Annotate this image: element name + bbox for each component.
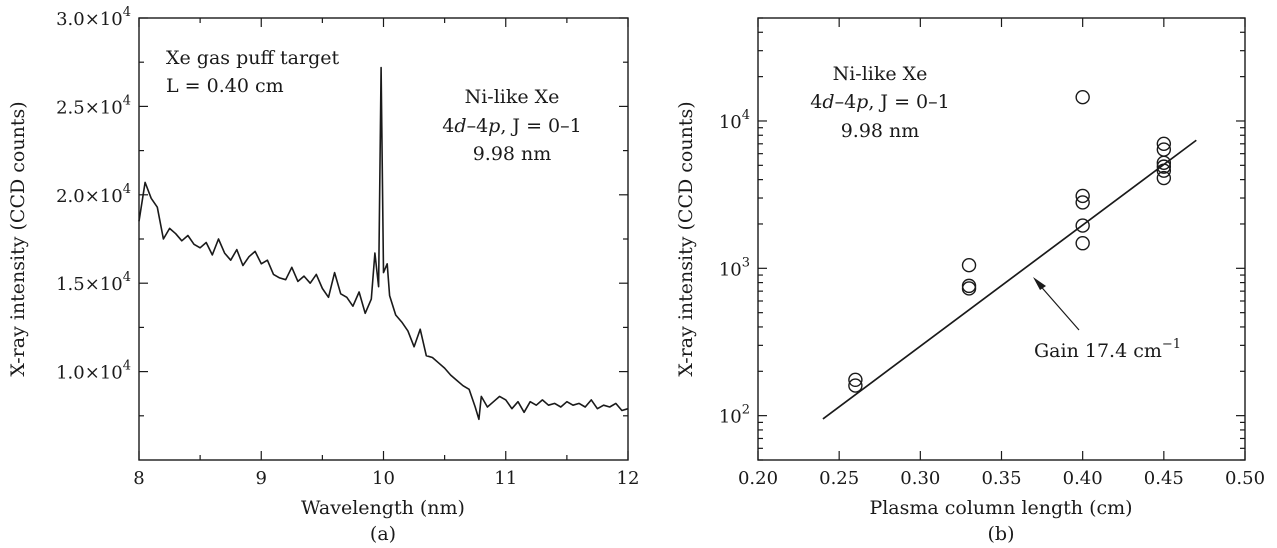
- y-tick-label: 102: [719, 403, 750, 428]
- data-point: [848, 372, 863, 388]
- data-point: [848, 378, 863, 393]
- panel-a-x-ticks: 8 9 10 11 12: [133, 18, 639, 489]
- panel-b: 0.20 0.25 0.30 0.35 0.40 0.45 0.50 102 103 104 N…: [675, 17, 1265, 545]
- y-tick-label: 1.0×104: [56, 359, 131, 384]
- y-tick-label: 1.5×104: [56, 270, 131, 295]
- x-axis-label-b: Plasma column length (cm): [869, 497, 1132, 519]
- annotation-transition-b: 4d–4p, J = 0–1: [810, 91, 949, 113]
- x-tick-label: 0.25: [819, 468, 859, 489]
- x-tick-label: 12: [617, 468, 640, 489]
- data-point: [1156, 159, 1172, 174]
- annotation-ion-a: Ni-like Xe: [465, 86, 560, 108]
- panel-a: 8 9 10 11 12 1.0×104 1.5×104 2.0×104 2.5×104 3.0…: [7, 5, 639, 545]
- data-point: [1075, 195, 1090, 210]
- annotation-wavelength-a: 9.98 nm: [473, 143, 552, 165]
- panel-b-y-ticks: 102 103 104: [719, 17, 1245, 461]
- data-point: [1075, 218, 1090, 233]
- panel-label-b: (b): [988, 523, 1015, 545]
- data-point: [961, 281, 977, 296]
- data-points: [848, 90, 1172, 393]
- data-point: [1156, 136, 1172, 152]
- annotation-target-line2: L = 0.40 cm: [166, 75, 284, 97]
- y-axis-label-b: X-ray intensity (CCD counts): [675, 101, 697, 376]
- x-tick-label: 0.20: [738, 468, 778, 489]
- x-tick-label: 0.35: [981, 468, 1021, 489]
- x-tick-label: 8: [133, 468, 144, 489]
- gain-arrow: [1036, 281, 1080, 331]
- x-tick-label: 10: [372, 468, 395, 489]
- x-tick-label: 0.30: [900, 468, 940, 489]
- annotation-ion-b: Ni-like Xe: [833, 63, 928, 85]
- data-point: [1156, 155, 1172, 171]
- data-point: [961, 257, 977, 273]
- panel-label-a: (a): [370, 523, 396, 545]
- annotation-target-line1: Xe gas puff target: [166, 47, 339, 69]
- annotation-gain: Gain 17.4 cm−1: [1034, 337, 1181, 362]
- fit-line: [822, 139, 1197, 420]
- gain-arrow-head: [1033, 277, 1046, 290]
- annotation-transition-a: 4d–4p, J = 0–1: [442, 115, 581, 137]
- annotation-wavelength-b: 9.98 nm: [841, 120, 920, 142]
- panel-b-x-ticks: 0.20 0.25 0.30 0.35 0.40 0.45 0.50: [738, 18, 1265, 489]
- data-point: [1075, 90, 1090, 105]
- data-point: [1156, 170, 1172, 186]
- y-tick-label: 2.0×104: [56, 182, 131, 207]
- y-axis-label-a: X-ray intensity (CCD counts): [7, 101, 29, 376]
- panel-b-frame: [757, 17, 1246, 461]
- y-tick-label: 103: [719, 255, 750, 280]
- x-axis-label-a: Wavelength (nm): [301, 497, 465, 519]
- y-tick-label: 104: [719, 108, 750, 133]
- data-point: [1156, 142, 1172, 157]
- y-tick-label: 3.0×104: [56, 5, 131, 30]
- x-tick-label: 0.50: [1225, 468, 1265, 489]
- x-tick-label: 9: [256, 468, 267, 489]
- y-tick-label: 2.5×104: [56, 93, 131, 118]
- x-tick-label: 0.45: [1144, 468, 1184, 489]
- panel-a-y-ticks: 1.0×104 1.5×104 2.0×104 2.5×104 3.0×104: [56, 5, 628, 417]
- x-tick-label: 0.40: [1063, 468, 1103, 489]
- x-tick-label: 11: [494, 468, 517, 489]
- data-point: [1075, 188, 1090, 204]
- spectrum-line: [138, 66, 629, 421]
- data-point: [1075, 236, 1090, 251]
- data-point: [1156, 163, 1172, 178]
